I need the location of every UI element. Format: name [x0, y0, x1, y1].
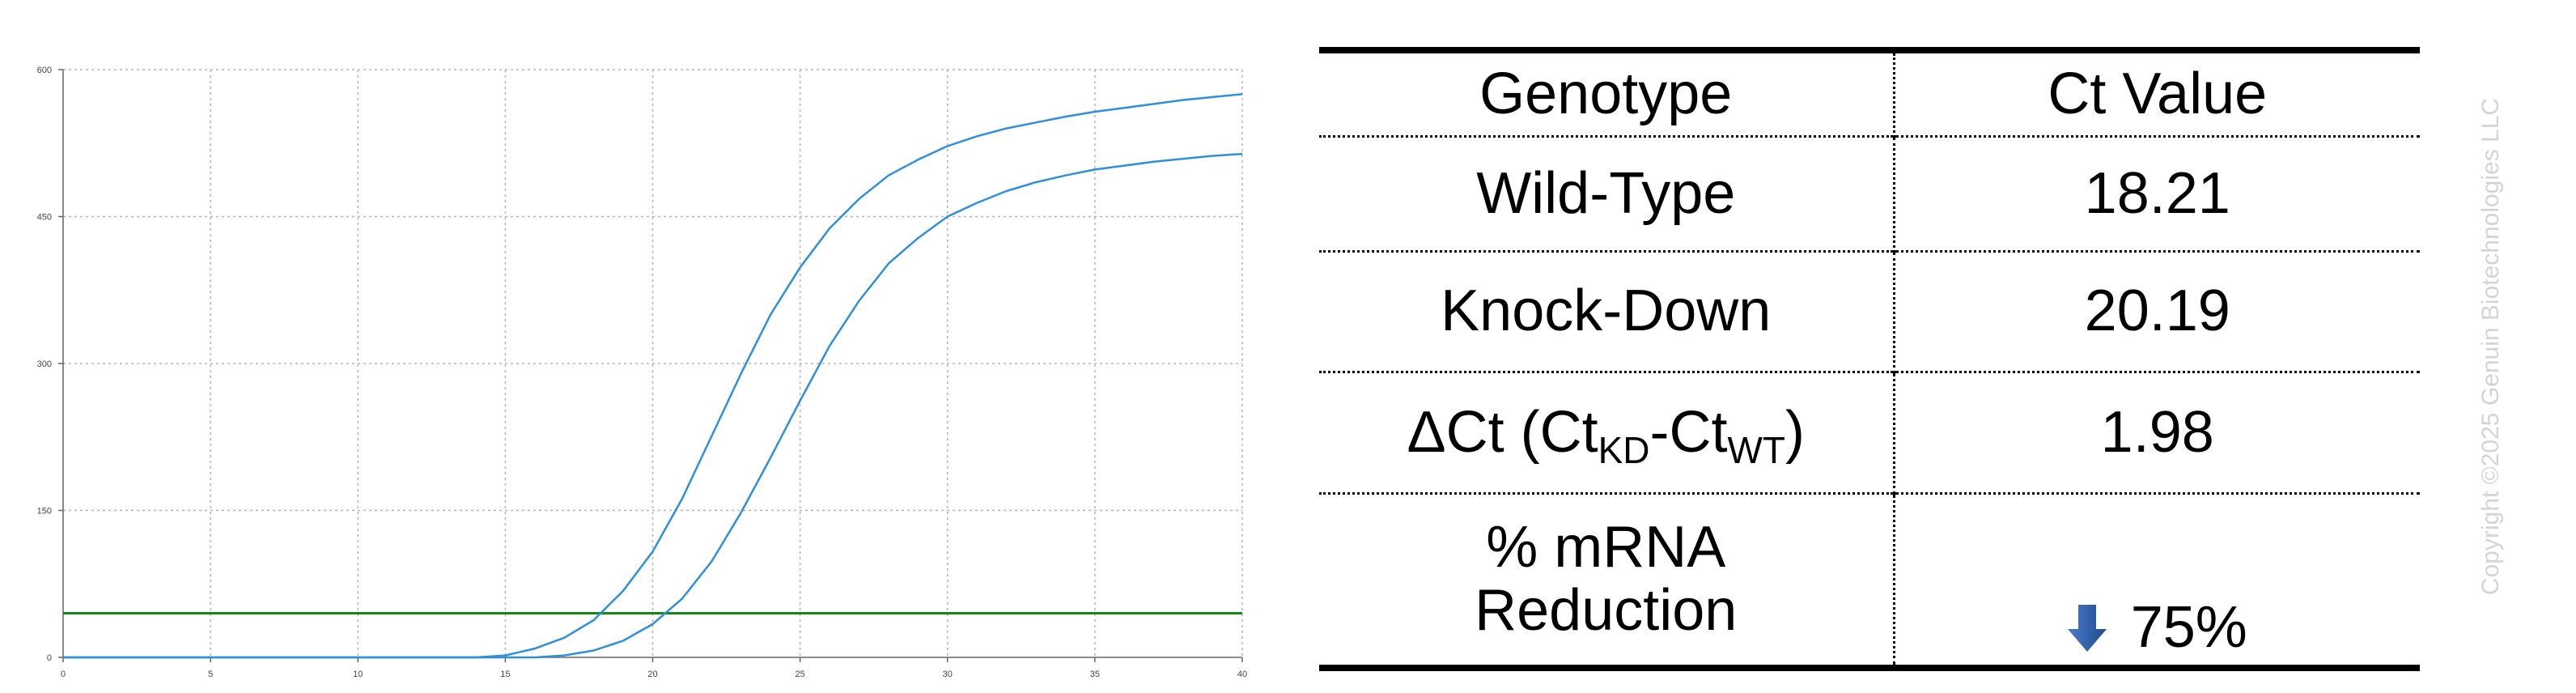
row-label-mrna-reduction: % mRNA Reduction	[1319, 492, 1895, 671]
table-row: Wild-Type 18.21	[1319, 135, 2420, 252]
label-line-1: % mRNA	[1486, 515, 1726, 580]
amplification-chart: 0 5 10 15 20 25 30 35 40 0 150 300 450 600	[37, 66, 1247, 679]
y-tick-label: 0	[47, 653, 52, 663]
table-row: % mRNA Reduction 75%	[1319, 492, 2420, 671]
delta-ct-mid: -Ct	[1649, 399, 1728, 465]
series-lines	[63, 93, 1243, 659]
x-tick-label: 25	[796, 670, 805, 679]
table-row: Knock-Down 20.19	[1319, 250, 2420, 372]
ct-results-table: Genotype Ct Value Wild-Type 18.21 Knock-…	[1319, 47, 2420, 671]
grid-lines	[63, 69, 1243, 657]
tick-labels: 0 5 10 15 20 25 30 35 40 0 150 300 450 600	[37, 66, 1247, 679]
x-tick-label: 20	[647, 670, 657, 679]
down-arrow-icon	[2067, 605, 2107, 653]
row-value-mrna-reduction: 75%	[1894, 492, 2420, 671]
y-tick-label: 450	[37, 213, 52, 223]
subscript-wt: WT	[1727, 428, 1785, 471]
delta-ct-end: )	[1785, 399, 1805, 465]
amplification-curve-2	[63, 152, 1243, 659]
x-tick-label: 40	[1237, 670, 1247, 679]
row-label-knock-down: Knock-Down	[1319, 250, 1895, 372]
y-tick-label: 300	[37, 359, 52, 369]
y-tick-label: 150	[37, 507, 52, 517]
label-line-2: Reduction	[1475, 578, 1738, 643]
row-value-knock-down: 20.19	[1894, 250, 2420, 372]
table-row: ΔCt (CtKD-CtWT) 1.98	[1319, 371, 2420, 494]
x-tick-label: 0	[61, 670, 66, 679]
row-value-wild-type: 18.21	[1894, 135, 2420, 252]
row-label-delta-ct: ΔCt (CtKD-CtWT)	[1319, 371, 1895, 494]
x-tick-label: 10	[353, 670, 363, 679]
axes	[58, 69, 1243, 662]
header-genotype: Genotype	[1319, 47, 1895, 137]
x-tick-label: 35	[1090, 670, 1100, 679]
reduction-value: 75%	[2130, 595, 2247, 661]
row-label-wild-type: Wild-Type	[1319, 135, 1895, 252]
subscript-kd: KD	[1598, 428, 1650, 471]
x-tick-label: 30	[943, 670, 953, 679]
x-tick-label: 15	[500, 670, 510, 679]
header-ct-value: Ct Value	[1894, 47, 2420, 137]
delta-ct-text: ΔCt (Ct	[1407, 399, 1598, 465]
x-tick-label: 5	[208, 670, 213, 679]
table-header-row: Genotype Ct Value	[1319, 47, 2420, 137]
row-value-delta-ct: 1.98	[1894, 371, 2420, 494]
copyright-text: Copyright ©2025 Genuin Biotechnologies L…	[2477, 97, 2504, 596]
y-tick-label: 600	[37, 66, 52, 75]
